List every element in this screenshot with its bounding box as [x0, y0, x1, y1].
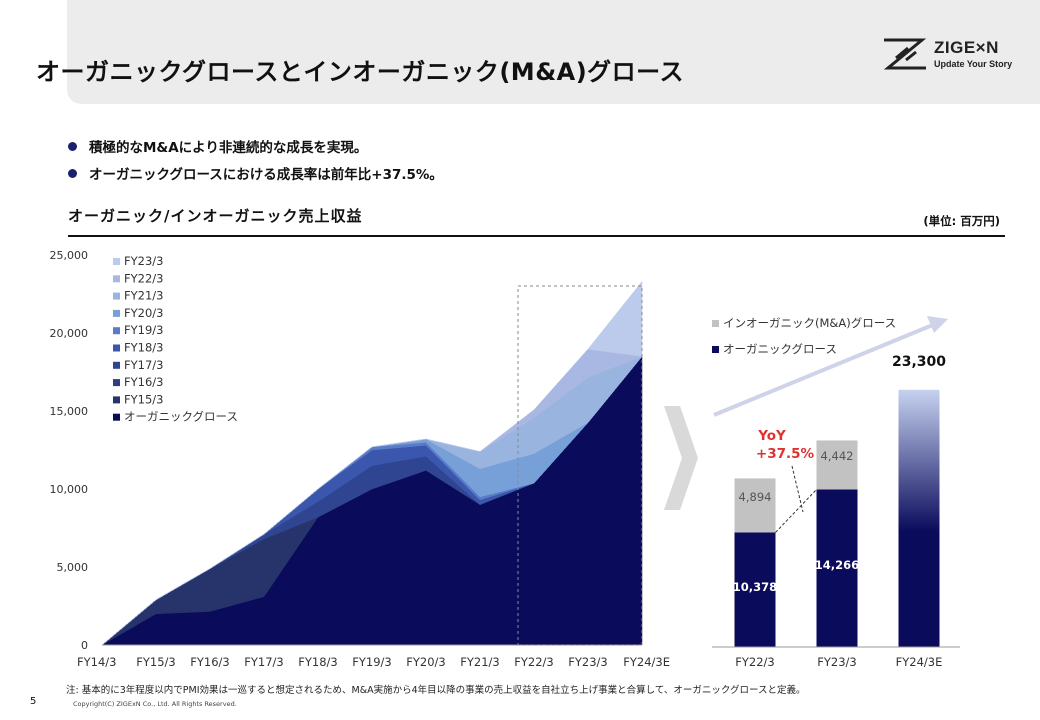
yoy-growth: +37.5%: [756, 446, 815, 462]
yoy-connector: [775, 489, 817, 533]
bullet-2-text: オーガニックグロースにおける成長率は前年比+37.5%。: [89, 167, 443, 183]
bar-legend-label: インオーガニック(M&A)グロース: [723, 316, 896, 330]
footnote: 注: 基本的に3年程度以内でPMI効果は一巡すると想定されるため、M&A実施から…: [66, 685, 806, 696]
legend-label: FY20/3: [124, 306, 163, 320]
legend-swatch: [113, 361, 120, 369]
legend-label: FY23/3: [124, 254, 163, 268]
bar-organic: [816, 489, 858, 647]
section-title: オーガニック/インオーガニック売上収益: [68, 207, 363, 225]
bullet-dot-icon: [68, 169, 77, 178]
logo-name: ZIGE×N: [934, 38, 999, 57]
legend-swatch: [113, 344, 120, 352]
company-logo: ZIGE×N Update Your Story: [878, 36, 1028, 76]
bar-value-inorganic: 4,894: [739, 490, 772, 504]
yoy-callout-line: [791, 465, 804, 513]
bar-organic: [734, 532, 776, 647]
y-tick-label: 15,000: [50, 405, 89, 418]
legend-swatch: [113, 292, 120, 300]
bar-value-organic: 14,266: [815, 558, 859, 572]
bar-value-organic: 10,378: [733, 580, 777, 594]
trend-arrow-head: [927, 316, 948, 333]
x-tick-label: FY18/3: [298, 655, 337, 669]
legend-swatch: [113, 258, 120, 265]
bullet-1: 積極的なM&Aにより非連続的な成長を実現。: [68, 136, 367, 156]
legend-label: FY15/3: [124, 392, 163, 406]
bar-category-label: FY22/3: [735, 655, 774, 669]
bar-legend-swatch: [712, 346, 719, 353]
bullet-2: オーガニックグロースにおける成長率は前年比+37.5%。: [68, 163, 443, 183]
title-band: [67, 0, 1040, 104]
y-tick-label: 10,000: [50, 483, 89, 496]
legend-swatch: [113, 327, 120, 335]
bullet-1-text: 積極的なM&Aにより非連続的な成長を実現。: [89, 140, 368, 156]
section-divider: [68, 235, 1005, 237]
x-tick-label: FY20/3: [406, 655, 445, 669]
x-tick-label: FY14/3: [77, 655, 116, 669]
copyright: Copyright(C) ZIGExN Co., Ltd. All Rights…: [73, 700, 237, 708]
bar-organic: [898, 389, 940, 647]
page-number: 5: [30, 696, 37, 707]
y-tick-label: 0: [81, 639, 88, 652]
bar-category-label: FY24/3E: [896, 655, 943, 669]
legend-label: FY22/3: [124, 271, 163, 285]
bullet-dot-icon: [68, 142, 77, 151]
trend-arrow-shaft: [713, 322, 936, 417]
legend-swatch: [113, 275, 120, 283]
logo-tagline: Update Your Story: [934, 59, 1013, 69]
legend-label: FY21/3: [124, 289, 163, 303]
bar-inorganic: [816, 440, 858, 490]
x-tick-label: FY17/3: [244, 655, 283, 669]
bar-legend-label: オーガニックグロース: [723, 342, 837, 356]
yoy-label: YoY: [757, 428, 786, 444]
x-tick-label: FY16/3: [190, 655, 229, 669]
y-tick-label: 5,000: [57, 561, 89, 574]
bar-category-label: FY23/3: [817, 655, 856, 669]
legend-label: FY19/3: [124, 323, 163, 337]
transition-chevron: [664, 406, 698, 510]
x-tick-label: FY21/3: [460, 655, 499, 669]
x-tick-label: FY22/3: [514, 655, 553, 669]
x-tick-label: FY24/3E: [623, 655, 670, 669]
bar-inorganic: [734, 478, 776, 533]
bar-total-label: 23,300: [892, 354, 946, 370]
legend-label: FY18/3: [124, 341, 163, 355]
legend-label: オーガニックグロース: [124, 410, 238, 424]
legend-swatch: [113, 379, 120, 387]
y-tick-label: 25,000: [50, 249, 89, 262]
legend-swatch: [113, 413, 120, 421]
x-tick-label: FY19/3: [352, 655, 391, 669]
bar-value-inorganic: 4,442: [821, 449, 854, 463]
logo-mark-icon: [883, 38, 927, 70]
x-tick-label: FY15/3: [136, 655, 175, 669]
y-tick-label: 20,000: [50, 327, 89, 340]
unit-label: (単位: 百万円): [923, 214, 1000, 228]
page-title: オーガニックグロースとインオーガニック(M&A)グロース: [36, 58, 684, 86]
x-tick-label: FY23/3: [568, 655, 607, 669]
legend-label: FY16/3: [124, 375, 163, 389]
legend-label: FY17/3: [124, 358, 163, 372]
bar-legend-swatch: [712, 320, 719, 327]
revenue-charts: 0 5,000 10,000 15,000 20,000 25,000 FY14/3 FY15…: [50, 249, 960, 669]
highlight-box: [517, 285, 643, 646]
legend-swatch: [113, 396, 120, 404]
legend-swatch: [113, 309, 120, 317]
